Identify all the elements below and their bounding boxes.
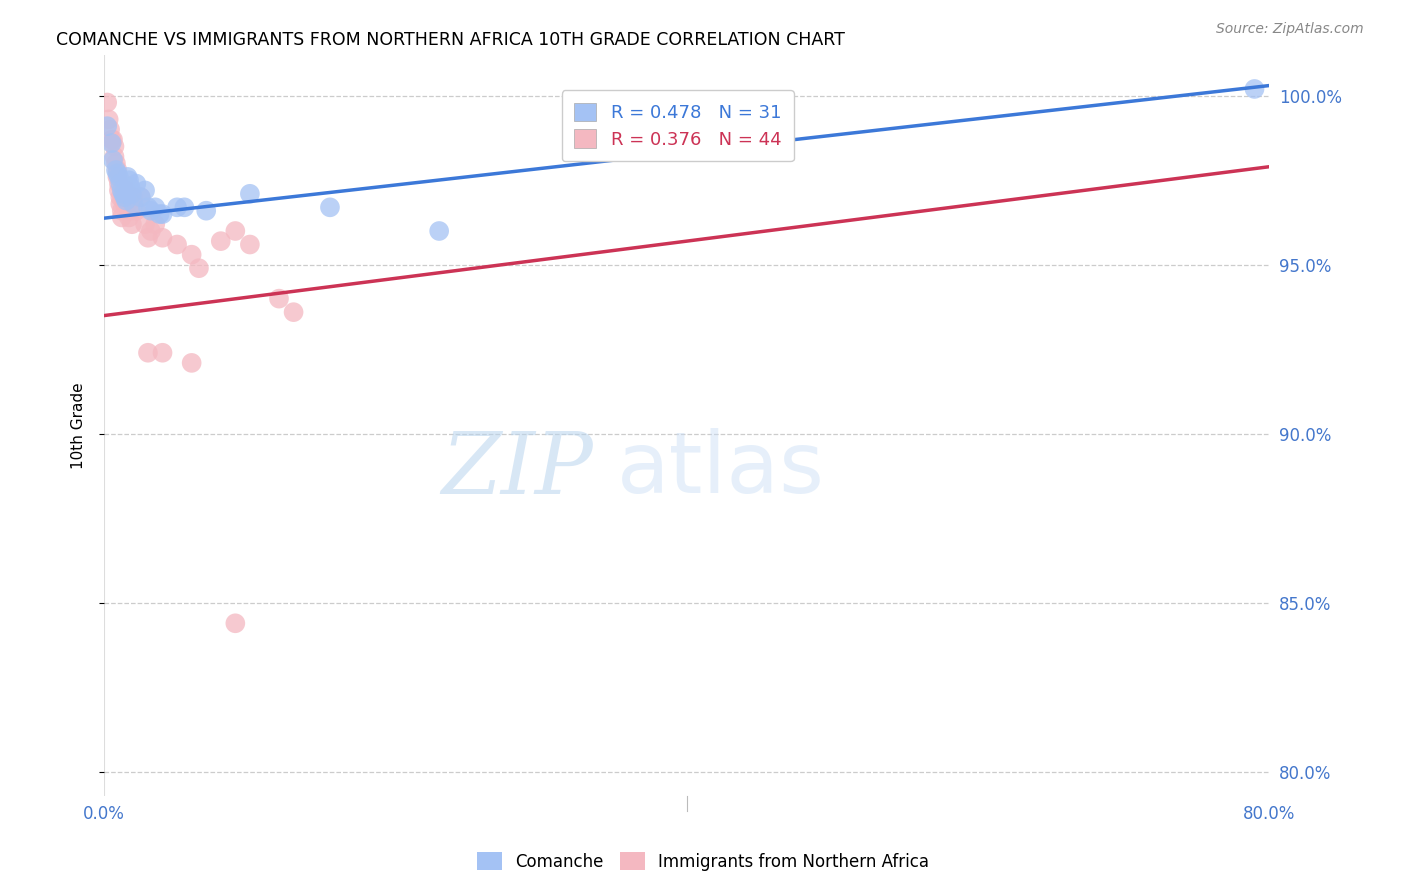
Point: [112, 177, 135, 191]
Point: [111, 203, 134, 218]
Point: [121, 186, 143, 201]
Point: [104, 163, 127, 178]
Y-axis label: 10th Grade: 10th Grade: [72, 382, 86, 469]
Point: [114, 197, 136, 211]
Point: [98, 122, 121, 136]
Point: [118, 211, 141, 225]
Point: [166, 200, 188, 214]
Point: [110, 177, 132, 191]
Point: [427, 224, 450, 238]
Point: [122, 190, 145, 204]
Point: [114, 190, 136, 204]
Text: COMANCHE VS IMMIGRANTS FROM NORTHERN AFRICA 10TH GRADE CORRELATION CHART: COMANCHE VS IMMIGRANTS FROM NORTHERN AFR…: [56, 31, 845, 49]
Point: [125, 177, 148, 191]
Point: [152, 345, 174, 359]
Point: [97, 112, 120, 127]
Point: [224, 224, 246, 238]
Point: [319, 200, 342, 214]
Point: [1243, 82, 1265, 96]
Point: [136, 200, 159, 214]
Point: [117, 169, 139, 184]
Point: [117, 197, 139, 211]
Point: [108, 183, 131, 197]
Legend: Comanche, Immigrants from Northern Africa: Comanche, Immigrants from Northern Afric…: [468, 844, 938, 880]
Point: [111, 211, 134, 225]
Point: [239, 237, 262, 252]
Point: [111, 183, 134, 197]
Point: [283, 305, 305, 319]
Point: [149, 207, 172, 221]
Point: [115, 194, 138, 208]
Point: [105, 163, 128, 178]
Point: [103, 139, 125, 153]
Point: [166, 237, 188, 252]
Point: [129, 190, 152, 204]
Point: [104, 156, 127, 170]
Point: [239, 186, 262, 201]
Point: [122, 197, 145, 211]
Point: [267, 292, 290, 306]
Point: [180, 248, 202, 262]
Point: [187, 261, 209, 276]
Text: atlas: atlas: [617, 428, 825, 511]
Point: [100, 136, 122, 150]
Point: [195, 203, 218, 218]
Point: [103, 150, 125, 164]
Point: [96, 119, 118, 133]
Text: Source: ZipAtlas.com: Source: ZipAtlas.com: [1216, 22, 1364, 37]
Point: [139, 203, 162, 218]
Point: [136, 231, 159, 245]
Point: [136, 345, 159, 359]
Point: [115, 183, 138, 197]
Point: [152, 207, 174, 221]
Point: [118, 173, 141, 187]
Point: [105, 169, 128, 184]
Legend: R = 0.478   N = 31, R = 0.376   N = 44: R = 0.478 N = 31, R = 0.376 N = 44: [562, 90, 794, 161]
Point: [139, 224, 162, 238]
Point: [180, 356, 202, 370]
Point: [224, 616, 246, 631]
Point: [108, 169, 131, 184]
Point: [120, 203, 142, 218]
Point: [143, 200, 166, 214]
Point: [101, 133, 124, 147]
Point: [121, 217, 143, 231]
Point: [134, 217, 156, 231]
Point: [112, 190, 135, 204]
Point: [120, 180, 142, 194]
Point: [129, 190, 152, 204]
Point: [110, 190, 132, 204]
Point: [100, 133, 122, 147]
Point: [105, 167, 128, 181]
Point: [173, 200, 195, 214]
Point: [112, 186, 135, 201]
Point: [152, 231, 174, 245]
Point: [143, 217, 166, 231]
Point: [209, 234, 232, 248]
Point: [108, 177, 131, 191]
Point: [110, 197, 132, 211]
Point: [125, 203, 148, 218]
Point: [134, 183, 156, 197]
Text: ZIP: ZIP: [441, 428, 593, 511]
Point: [96, 95, 118, 110]
Point: [101, 153, 124, 167]
